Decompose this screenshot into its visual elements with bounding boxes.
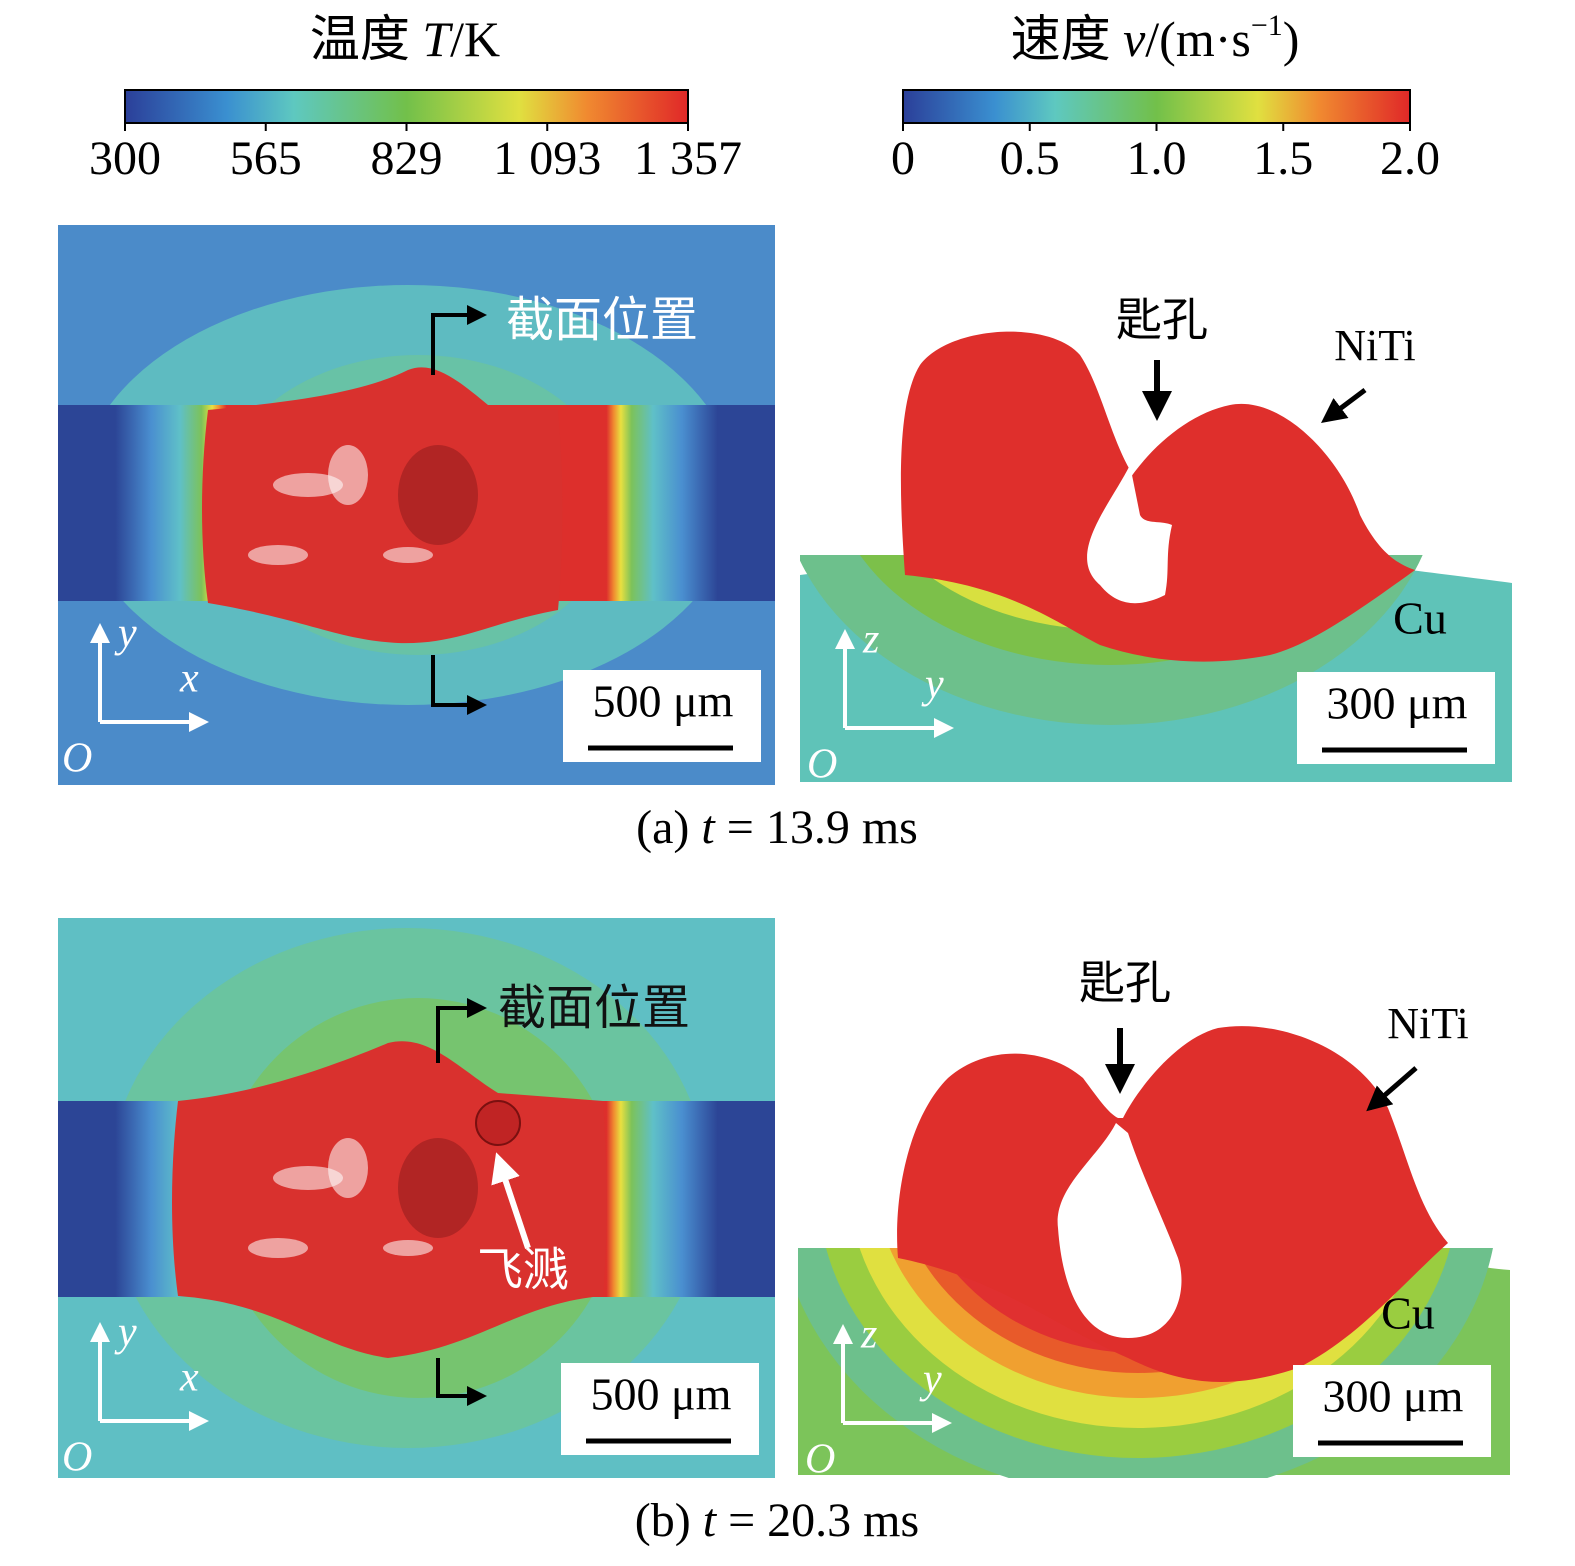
colorbar-title: 速度 v/(m·s−1): [1011, 9, 1300, 67]
spatter-arrow: [491, 1152, 531, 1249]
niti-arrow: [1366, 1066, 1418, 1112]
caption-part: t: [701, 801, 716, 854]
axis-label: z: [860, 1312, 877, 1358]
caption-part: t: [703, 1494, 718, 1547]
caption-part: (a): [636, 801, 701, 854]
colorbar-tick-label: 0: [891, 132, 915, 185]
axis-label: O: [807, 742, 837, 788]
keyhole-label: 匙孔: [1116, 295, 1208, 346]
colorbar-tick-label: 0.5: [1000, 132, 1060, 185]
section-label: 截面位置: [498, 982, 690, 1035]
colorbar: [902, 89, 1411, 124]
niti-label: NiTi: [1334, 321, 1416, 370]
cu-label: Cu: [1393, 593, 1447, 644]
section-label: 截面位置: [506, 294, 698, 347]
title-part: /(m·s: [1145, 11, 1251, 67]
axis-label: O: [62, 736, 92, 782]
shadow: [398, 1138, 478, 1238]
weld-bead: [897, 1026, 1448, 1382]
scale-label: 300 μm: [1323, 1371, 1464, 1422]
scale-label: 500 μm: [593, 676, 734, 727]
colorbar-title: 温度 T/K: [310, 11, 500, 67]
axis-label: y: [114, 611, 137, 657]
colorbar-tick-label: 1.5: [1253, 132, 1313, 185]
title-part: −1: [1251, 9, 1283, 42]
melt-pool: [202, 367, 563, 644]
axis-label: y: [919, 1357, 942, 1403]
highlight: [273, 1166, 343, 1190]
top-view: 截面位置 yx O 500 μm: [58, 225, 775, 785]
title-part: T: [422, 11, 453, 67]
axis-label: x: [179, 656, 199, 702]
cross-section: 匙孔 NiTi Cu zy O 300 μm: [798, 918, 1510, 1483]
scale-label: 500 μm: [591, 1369, 732, 1420]
title-part: 温度: [310, 11, 423, 67]
axis-label: O: [62, 1435, 92, 1481]
niti-arrow: [1321, 388, 1367, 423]
keyhole-label: 匙孔: [1079, 958, 1171, 1009]
section-arrow: [436, 998, 487, 1063]
axis-label: x: [179, 1355, 199, 1401]
colorbar-tick-label: 829: [371, 132, 443, 185]
colorbar-tick-label: 2.0: [1380, 132, 1440, 185]
cross-section: 匙孔 NiTi Cu zy O 300 μm: [800, 225, 1512, 788]
colorbar-tick-label: 1 093: [493, 132, 601, 185]
title-part: 速度: [1011, 11, 1124, 67]
highlight: [248, 1238, 308, 1258]
title-part: /K: [450, 11, 500, 67]
caption: (a) t = 13.9 ms: [636, 801, 918, 854]
caption-part: = 13.9 ms: [715, 801, 918, 854]
section-arrow: [431, 305, 487, 375]
axis-label: y: [921, 662, 944, 708]
title-part: v: [1123, 11, 1146, 67]
section-arrow: [436, 1358, 487, 1406]
colorbar-tick-label: 300: [89, 132, 161, 185]
highlight: [383, 1240, 433, 1256]
axis-label: y: [114, 1310, 137, 1356]
axis-label: O: [805, 1437, 835, 1483]
caption-part: (b): [635, 1494, 703, 1547]
colorbar-tick-label: 565: [230, 132, 302, 185]
keyhole: [1087, 465, 1172, 604]
highlight: [273, 473, 343, 497]
highlight: [248, 545, 308, 565]
spatter-label: 飞溅: [477, 1245, 569, 1296]
highlight: [328, 1138, 368, 1198]
spatter: [475, 1100, 521, 1146]
colorbar-tick-label: 1.0: [1127, 132, 1187, 185]
cu-label: Cu: [1381, 1288, 1435, 1339]
niti-label: NiTi: [1387, 999, 1469, 1048]
weld-bead: [900, 331, 1415, 662]
caption: (b) t = 20.3 ms: [635, 1494, 919, 1547]
title-part: ): [1283, 11, 1300, 67]
scale-label: 300 μm: [1327, 678, 1468, 729]
keyhole: [1057, 1123, 1182, 1338]
section-arrow: [431, 655, 487, 715]
highlight: [383, 547, 433, 563]
axis-label: z: [862, 617, 879, 663]
shadow: [398, 445, 478, 545]
colorbar-tick-label: 1 357: [634, 132, 742, 185]
colorbar: [124, 89, 689, 124]
highlight: [328, 445, 368, 505]
caption-part: = 20.3 ms: [716, 1494, 919, 1547]
